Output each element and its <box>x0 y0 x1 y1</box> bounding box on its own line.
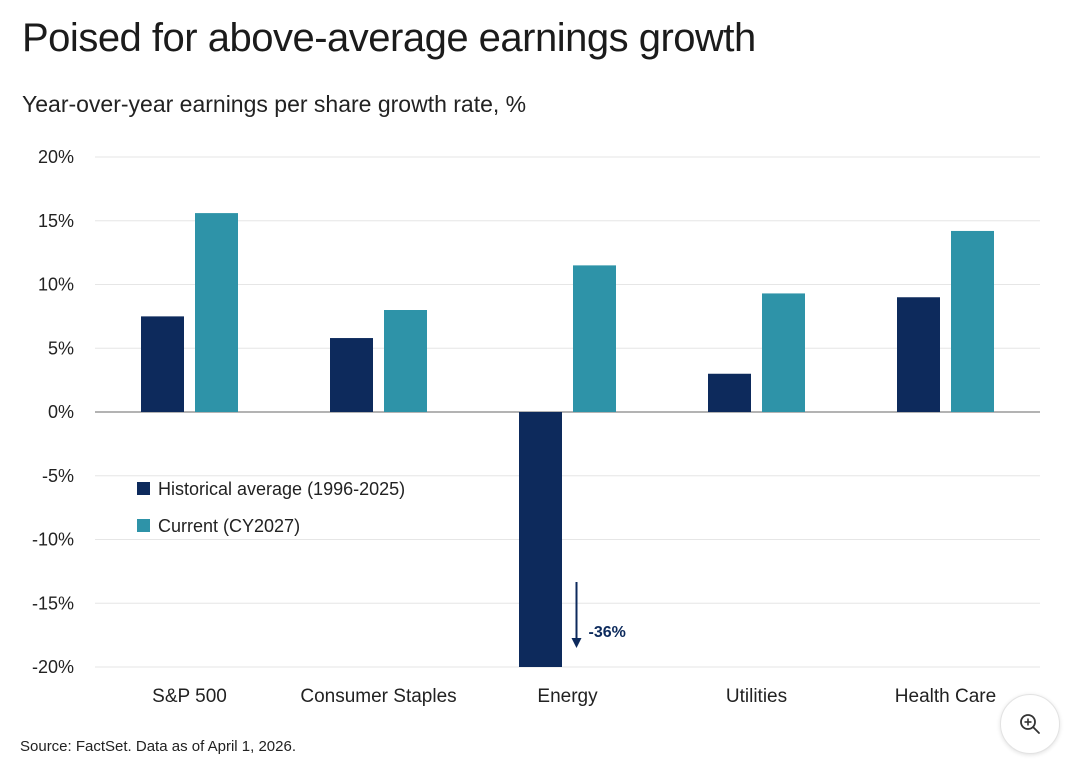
x-category-label: S&P 500 <box>152 686 227 707</box>
legend-swatch <box>137 519 150 532</box>
chart-subtitle: Year-over-year earnings per share growth… <box>22 91 527 117</box>
y-tick-label: 10% <box>38 275 74 295</box>
x-category-label: Health Care <box>895 686 996 707</box>
bar-historical <box>330 338 373 412</box>
y-tick-label: -5% <box>42 466 74 486</box>
y-tick-label: 20% <box>38 147 74 167</box>
y-tick-label: 0% <box>48 402 74 422</box>
source-note: Source: FactSet. Data as of April 1, 202… <box>20 738 296 755</box>
y-tick-label: -15% <box>32 593 74 613</box>
bar-historical <box>708 373 751 412</box>
annotation-label: -36% <box>589 624 626 641</box>
legend-label: Historical average (1996-2025) <box>158 479 405 499</box>
bar-current <box>195 213 238 412</box>
zoom-in-icon <box>1020 714 1040 734</box>
chart-title: Poised for above-average earnings growth <box>22 16 756 60</box>
x-category-label: Energy <box>537 686 598 707</box>
bar-chart: 20% 15% 10% 5% 0% -5% -10% -15% -20% S&P 500 Consu… <box>32 147 1040 707</box>
y-tick-label: -10% <box>32 530 74 550</box>
legend-label: Current (CY2027) <box>158 516 300 536</box>
bar-current <box>384 310 427 412</box>
bar-current <box>951 230 994 412</box>
bar-current <box>573 265 616 412</box>
bar-historical <box>141 316 184 412</box>
y-tick-label: 15% <box>38 211 74 231</box>
y-tick-label: -20% <box>32 657 74 677</box>
bar-current <box>762 293 805 412</box>
down-arrow-icon <box>571 638 582 648</box>
bar-historical <box>897 297 940 412</box>
y-tick-label: 5% <box>48 338 74 358</box>
x-category-label: Utilities <box>726 686 787 707</box>
zoom-button[interactable] <box>1000 694 1060 754</box>
legend-swatch <box>137 482 150 495</box>
x-category-label: Consumer Staples <box>300 686 456 707</box>
bar-historical <box>519 412 562 667</box>
